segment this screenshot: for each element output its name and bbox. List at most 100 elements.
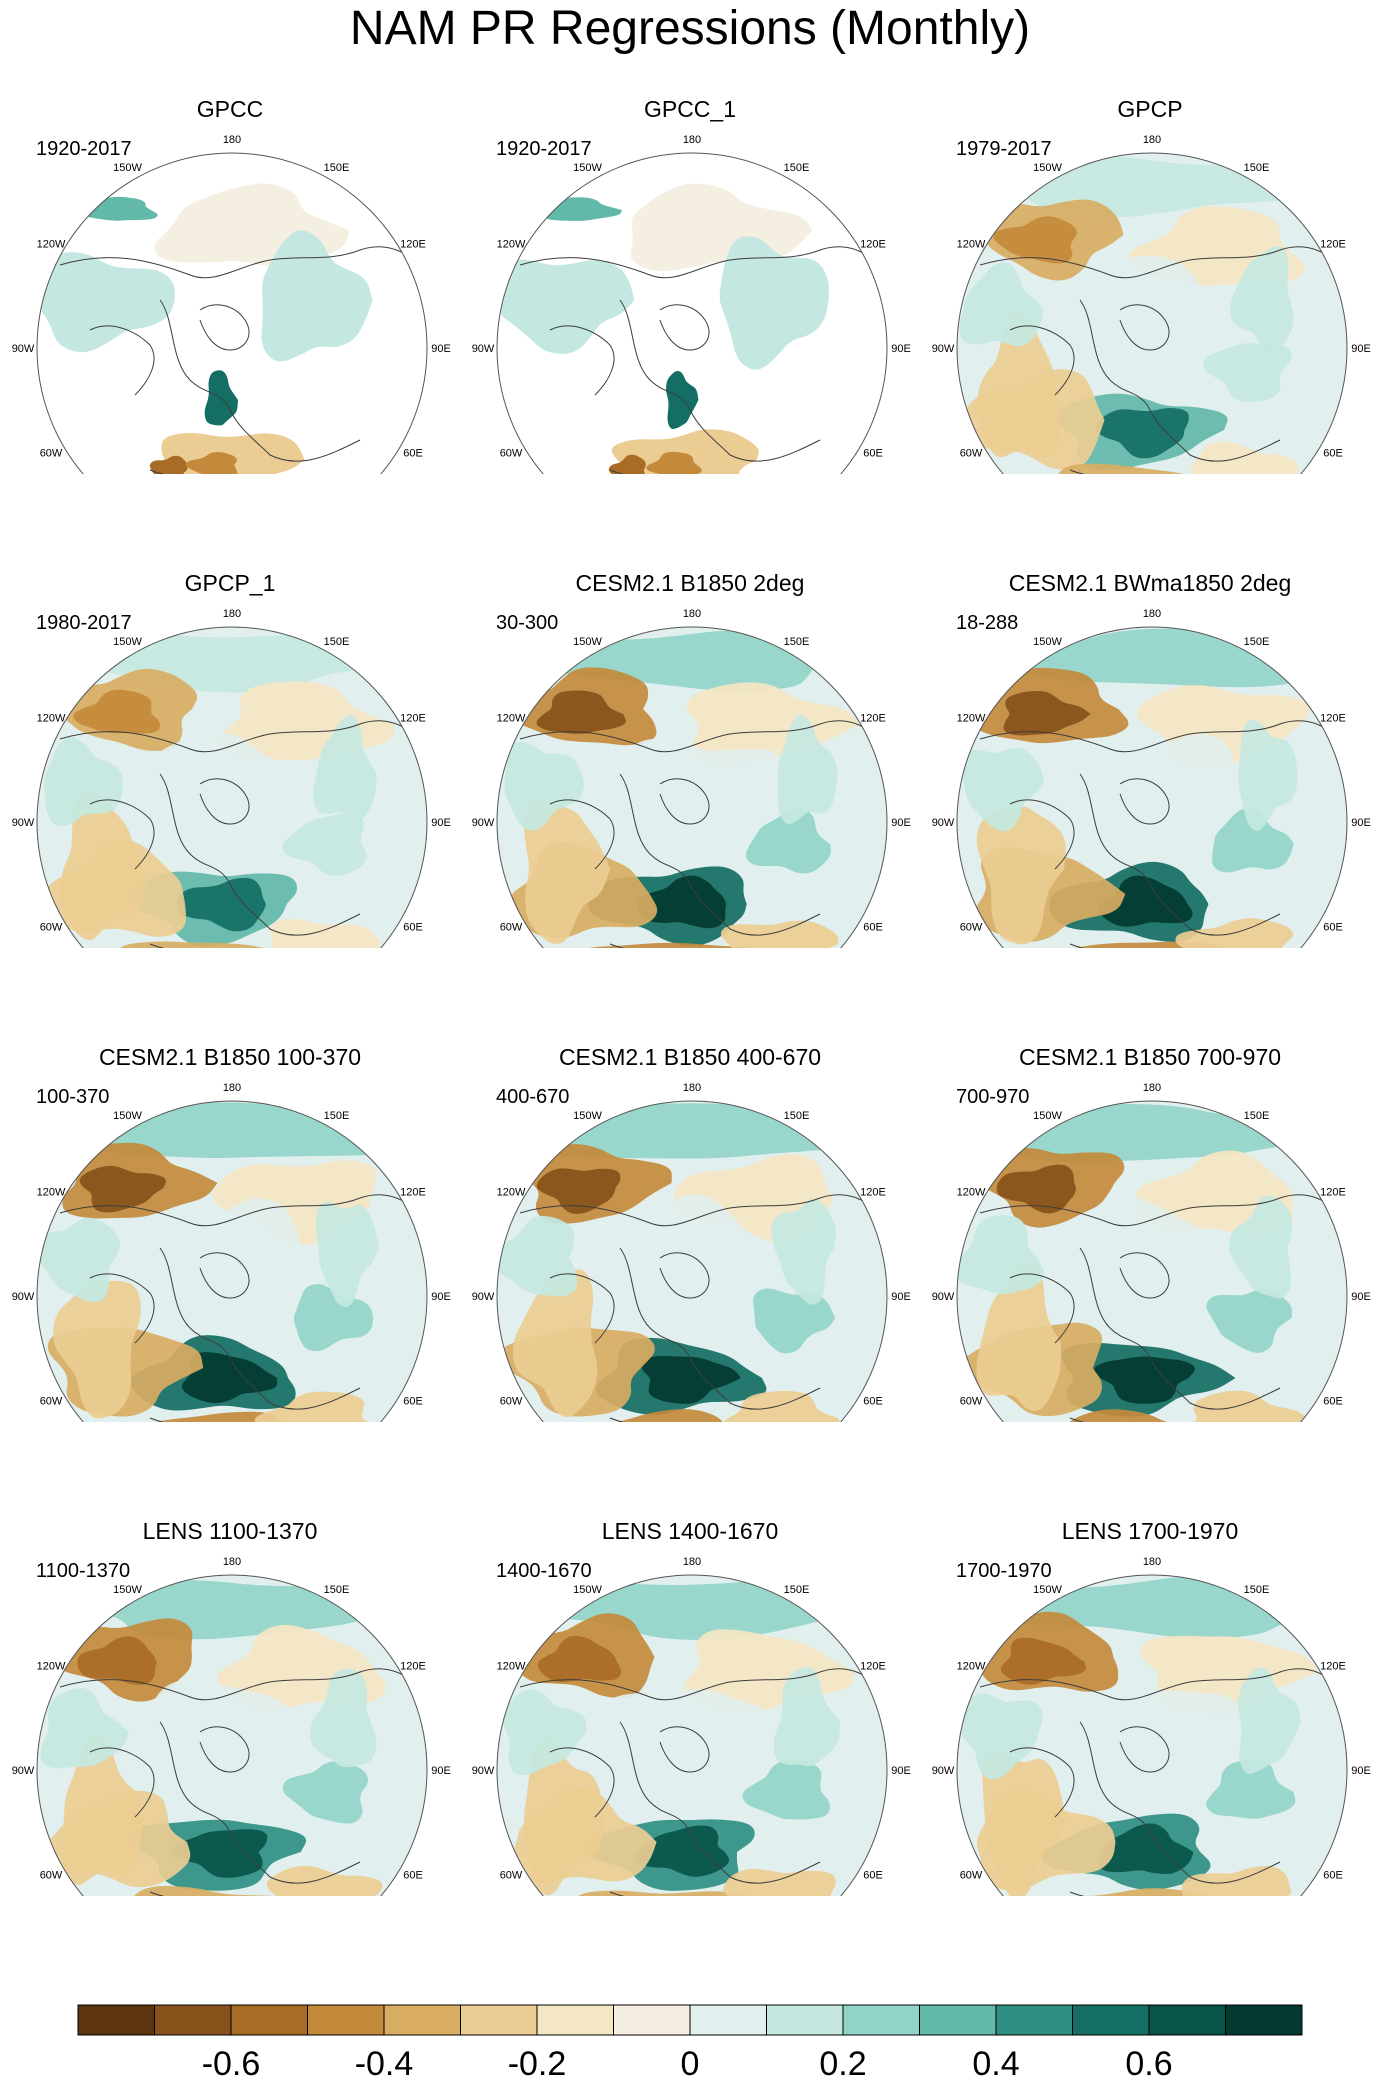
longitude-label: 150W (1033, 1584, 1062, 1596)
panel-title: LENS 1100-1370 (142, 1518, 318, 1544)
longitude-label: 180 (223, 1556, 241, 1568)
map-boundary (496, 152, 888, 474)
anomaly-patch (315, 1201, 379, 1308)
anomaly-patch (73, 689, 161, 734)
longitude-label: 60W (40, 1396, 63, 1408)
longitude-label: 90E (431, 343, 451, 355)
polar-stereographic-map: 180150E120E90E60E30E030W60W90W120W150W (12, 1556, 451, 1896)
longitude-label: 150W (113, 162, 142, 174)
longitude-label: 120W (37, 1661, 66, 1673)
polar-stereographic-map: 180150E120E90E60E30E030W60W90W120W150W (12, 134, 451, 474)
anomaly-patch (1188, 1390, 1309, 1422)
anomaly-patch (77, 1636, 157, 1685)
anomaly-patch (537, 1635, 622, 1683)
anomaly-field (37, 1575, 427, 1896)
longitude-label: 120W (957, 239, 986, 251)
anomaly-patch (959, 262, 1044, 347)
anomaly-patch (293, 1284, 374, 1352)
longitude-label: 120W (497, 1661, 526, 1673)
longitude-label: 150E (324, 162, 350, 174)
colorbar-swatch (460, 2004, 538, 2036)
coastlines (519, 720, 886, 948)
longitude-label: 60W (40, 448, 63, 460)
longitude-label: 180 (683, 1556, 701, 1568)
longitude-label: 90E (431, 1291, 451, 1303)
longitude-label: 120W (957, 1187, 986, 1199)
anomaly-field (957, 153, 1347, 474)
panel-title: LENS 1400-1670 (601, 1518, 779, 1544)
longitude-label: 90W (932, 817, 955, 829)
longitude-label: 150E (1244, 1110, 1270, 1122)
colorbar-swatch (613, 2004, 691, 2036)
anomaly-patch (149, 455, 188, 474)
polar-stereographic-map: 180150E120E90E60E30E030W60W90W120W150W (472, 134, 911, 474)
anomaly-patch (1206, 1759, 1296, 1819)
longitude-label: 150E (1244, 1584, 1270, 1596)
anomaly-patch (1003, 690, 1091, 736)
map-panel: 180150E120E90E60E30E030W60W90W120W150WLE… (460, 1422, 920, 1896)
longitude-label: 180 (1143, 1082, 1161, 1094)
map-panel: 180150E120E90E60E30E030W60W90W120W150WGP… (0, 0, 460, 474)
anomaly-field (957, 1101, 1347, 1422)
longitude-label: 180 (223, 134, 241, 146)
anomaly-field (37, 1101, 427, 1422)
panel-title: GPCP_1 (184, 570, 276, 596)
anomaly-field (497, 1575, 887, 1896)
anomaly-patch (313, 714, 377, 822)
anomaly-patch (502, 1689, 587, 1776)
coastlines (59, 1194, 426, 1422)
longitude-label: 150E (324, 636, 350, 648)
anomaly-patch (719, 1390, 842, 1422)
map-panel: 180150E120E90E60E30E030W60W90W120W150WCE… (460, 948, 920, 1422)
colorbar-swatch (230, 2004, 308, 2036)
longitude-label: 90W (472, 817, 495, 829)
anomaly-patch (282, 1760, 368, 1824)
anomaly-patch (777, 714, 838, 825)
anomaly-patch (1203, 343, 1292, 403)
anomaly-patch (633, 1825, 730, 1877)
longitude-label: 60W (500, 448, 523, 460)
map-panel: 180150E120E90E60E30E030W60W90W120W150WCE… (0, 948, 460, 1422)
anomaly-patch (1060, 1197, 1253, 1348)
longitude-label: 180 (1143, 608, 1161, 620)
longitude-label: 60E (403, 448, 423, 460)
map-boundary (956, 152, 1348, 474)
longitude-label: 60E (1323, 1870, 1343, 1882)
map-boundary (36, 1574, 428, 1896)
longitude-label: 150W (113, 1584, 142, 1596)
longitude-label: 90E (1351, 343, 1371, 355)
longitude-label: 60E (403, 1870, 423, 1882)
colorbar-tick-label: 0 (681, 2045, 700, 2083)
longitude-label: 120E (860, 239, 886, 251)
anomaly-patch (79, 1165, 166, 1213)
polar-stereographic-map: 180150E120E90E60E30E030W60W90W120W150W (12, 608, 451, 948)
panel-period: 1400-1670 (496, 1560, 592, 1582)
longitude-label: 120E (1320, 1187, 1346, 1199)
longitude-label: 60W (960, 1870, 983, 1882)
anomaly-patch (976, 1261, 1062, 1411)
anomaly-patch (37, 1217, 121, 1302)
anomaly-patch (608, 454, 647, 474)
anomaly-patch (982, 1749, 1065, 1896)
anomaly-patch (513, 1269, 598, 1418)
anomaly-patch (204, 370, 238, 426)
longitude-label: 120E (400, 239, 426, 251)
longitude-label: 60W (40, 922, 63, 934)
colorbar-tick-label: 0.2 (819, 2045, 866, 2083)
anomaly-field (497, 153, 887, 474)
longitude-label: 90E (1351, 817, 1371, 829)
anomaly-field (957, 627, 1347, 948)
panel-title: CESM2.1 BWma1850 2deg (1008, 570, 1292, 596)
longitude-label: 120W (37, 1187, 66, 1199)
colorbar-swatch (536, 2004, 614, 2036)
anomaly-patch (270, 918, 382, 948)
anomaly-patch (1229, 1195, 1293, 1299)
longitude-label: 90W (472, 1291, 495, 1303)
longitude-label: 120E (1320, 713, 1346, 725)
longitude-label: 150E (784, 162, 810, 174)
longitude-label: 60W (960, 448, 983, 460)
longitude-label: 60W (500, 1396, 523, 1408)
polar-stereographic-map: 180150E120E90E60E30E030W60W90W120W150W (932, 608, 1371, 948)
anomaly-field (497, 627, 887, 948)
longitude-label: 120E (1320, 239, 1346, 251)
